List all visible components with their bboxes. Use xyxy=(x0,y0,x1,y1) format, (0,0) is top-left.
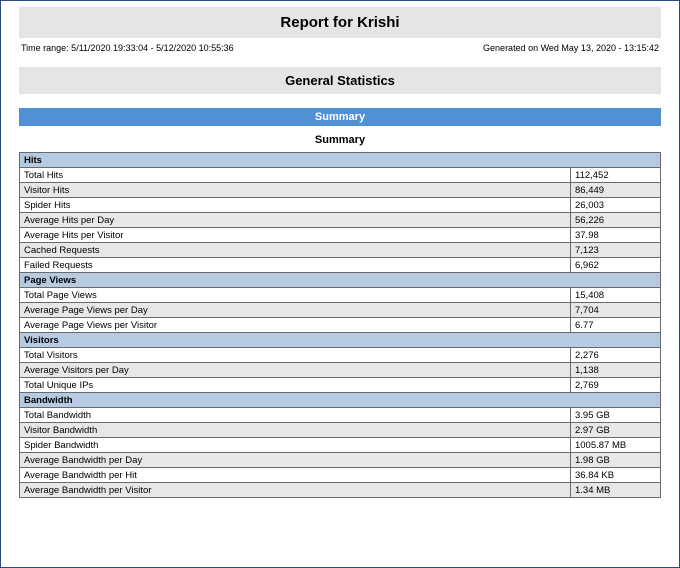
stat-value: 1.34 MB xyxy=(570,483,660,498)
group-header-hits: Hits xyxy=(20,153,661,168)
stat-value: 1005.87 MB xyxy=(570,438,660,453)
time-range: Time range: 5/11/2020 19:33:04 - 5/12/20… xyxy=(21,43,234,53)
summary-bar: Summary xyxy=(19,108,661,126)
stat-value: 6.77 xyxy=(570,318,660,333)
stat-value: 7,704 xyxy=(570,303,660,318)
stat-value: 1,138 xyxy=(570,363,660,378)
stat-label: Visitor Hits xyxy=(20,183,571,198)
stat-label: Visitor Bandwidth xyxy=(20,423,571,438)
stat-label: Cached Requests xyxy=(20,243,571,258)
stat-label: Average Bandwidth per Hit xyxy=(20,468,571,483)
report-title: Report for Krishi xyxy=(19,7,661,38)
stat-label: Spider Hits xyxy=(20,198,571,213)
stat-value: 2.97 GB xyxy=(570,423,660,438)
stat-value: 1.98 GB xyxy=(570,453,660,468)
stat-value: 26,003 xyxy=(570,198,660,213)
stat-label: Failed Requests xyxy=(20,258,571,273)
stat-value: 15,408 xyxy=(570,288,660,303)
stat-value: 2,769 xyxy=(570,378,660,393)
stat-label: Total Page Views xyxy=(20,288,571,303)
stat-label: Total Unique IPs xyxy=(20,378,571,393)
summary-subtitle: Summary xyxy=(19,126,661,152)
stat-value: 3.95 GB xyxy=(570,408,660,423)
stat-label: Average Page Views per Day xyxy=(20,303,571,318)
stat-label: Average Visitors per Day xyxy=(20,363,571,378)
stat-label: Total Hits xyxy=(20,168,571,183)
stat-label: Average Bandwidth per Visitor xyxy=(20,483,571,498)
group-header-visitors: Visitors xyxy=(20,333,661,348)
group-header-page_views: Page Views xyxy=(20,273,661,288)
stat-label: Spider Bandwidth xyxy=(20,438,571,453)
summary-table: HitsTotal Hits112,452Visitor Hits86,449S… xyxy=(19,152,661,498)
generated-on: Generated on Wed May 13, 2020 - 13:15:42 xyxy=(483,43,659,53)
stat-label: Average Page Views per Visitor xyxy=(20,318,571,333)
meta-row: Time range: 5/11/2020 19:33:04 - 5/12/20… xyxy=(19,41,661,59)
stat-label: Total Bandwidth xyxy=(20,408,571,423)
stat-value: 56,226 xyxy=(570,213,660,228)
stat-value: 37.98 xyxy=(570,228,660,243)
stat-label: Average Bandwidth per Day xyxy=(20,453,571,468)
section-title: General Statistics xyxy=(19,67,661,94)
stat-value: 6,962 xyxy=(570,258,660,273)
group-header-bandwidth: Bandwidth xyxy=(20,393,661,408)
report-page: Report for Krishi Time range: 5/11/2020 … xyxy=(0,0,680,568)
stat-label: Average Hits per Day xyxy=(20,213,571,228)
stat-value: 36.84 KB xyxy=(570,468,660,483)
stat-label: Total Visitors xyxy=(20,348,571,363)
stat-value: 112,452 xyxy=(570,168,660,183)
stat-value: 86,449 xyxy=(570,183,660,198)
stat-value: 2,276 xyxy=(570,348,660,363)
stat-value: 7,123 xyxy=(570,243,660,258)
stat-label: Average Hits per Visitor xyxy=(20,228,571,243)
